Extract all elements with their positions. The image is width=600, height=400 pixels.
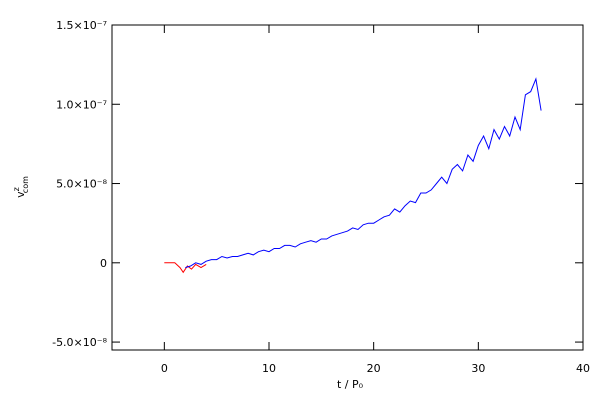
data-line: [164, 262, 207, 274]
y-label-sup: z: [12, 187, 21, 191]
plot-frame: [111, 24, 584, 351]
y-tick-label: 5.0×10⁻⁸: [56, 178, 108, 191]
x-tick-label: 20: [367, 362, 381, 375]
y-tick-label: 0: [100, 257, 107, 270]
y-label-base: v: [14, 191, 27, 198]
x-tick-label: 0: [161, 362, 168, 375]
y-tick-label: 1.0×10⁻⁷: [56, 98, 107, 111]
data-line: [185, 77, 542, 269]
y-label-sub: com: [21, 176, 30, 193]
y-axis-label: vzcom: [12, 176, 30, 198]
y-tick-label: 1.5×10⁻⁷: [56, 19, 107, 32]
x-tick-label: 30: [471, 362, 485, 375]
x-tick-label: 10: [262, 362, 276, 375]
x-tick-label: 40: [576, 362, 590, 375]
x-axis-label: t / P₀: [337, 378, 364, 391]
y-tick-label: -5.0×10⁻⁸: [52, 336, 107, 349]
